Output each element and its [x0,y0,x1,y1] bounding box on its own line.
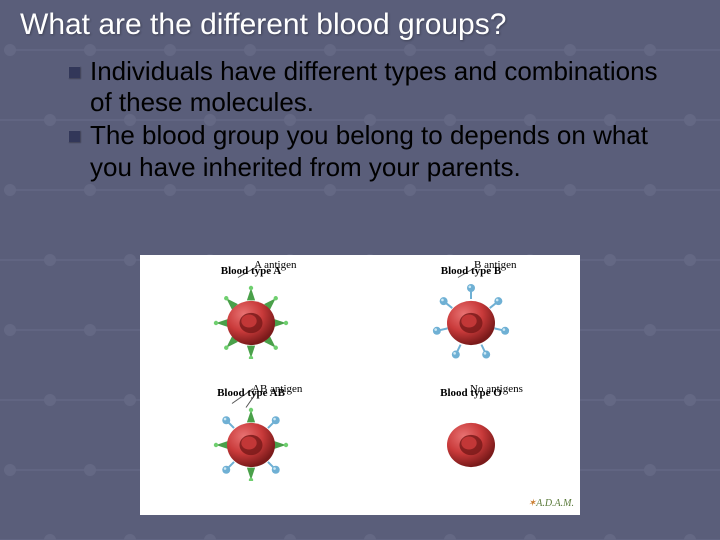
slide-container: What are the different blood groups? Ind… [0,0,720,540]
type-label: Blood type O [366,387,576,399]
cell-ab-svg [212,403,290,486]
bullet-text: The blood group you belong to depends on… [90,120,680,182]
bullet-item: The blood group you belong to depends on… [68,120,680,182]
blood-type-diagram: A antigen Blood type A B antigen Blood t… [140,255,580,515]
bullet-icon [68,66,80,78]
bullet-icon [68,130,80,142]
type-label: Blood type B [366,265,576,277]
cell-a-svg [212,281,290,364]
cell-o-svg [432,403,510,486]
cell-b-svg [432,281,510,364]
attribution-logo: ✶A.D.A.M. [528,498,574,509]
bullet-item: Individuals have different types and com… [68,56,680,118]
type-label: Blood type A [146,265,356,277]
bullet-text: Individuals have different types and com… [90,56,680,118]
slide-title: What are the different blood groups? [20,8,700,42]
bullet-list: Individuals have different types and com… [68,56,680,183]
type-label: Blood type AB [146,387,356,399]
